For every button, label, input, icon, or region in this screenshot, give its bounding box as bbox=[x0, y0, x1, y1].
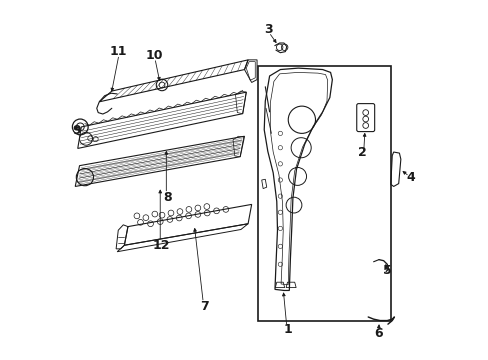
Text: 7: 7 bbox=[200, 300, 208, 313]
Text: 5: 5 bbox=[382, 264, 391, 277]
Bar bbox=[258, 66, 390, 320]
Text: 12: 12 bbox=[152, 239, 170, 252]
Text: 1: 1 bbox=[283, 323, 291, 336]
Text: 3: 3 bbox=[264, 23, 273, 36]
Text: 10: 10 bbox=[145, 49, 163, 62]
Text: 2: 2 bbox=[358, 145, 366, 158]
Text: 4: 4 bbox=[406, 171, 415, 184]
Text: 9: 9 bbox=[72, 124, 81, 137]
Text: 6: 6 bbox=[374, 327, 383, 340]
Text: 11: 11 bbox=[109, 45, 127, 58]
Text: 8: 8 bbox=[163, 191, 171, 204]
